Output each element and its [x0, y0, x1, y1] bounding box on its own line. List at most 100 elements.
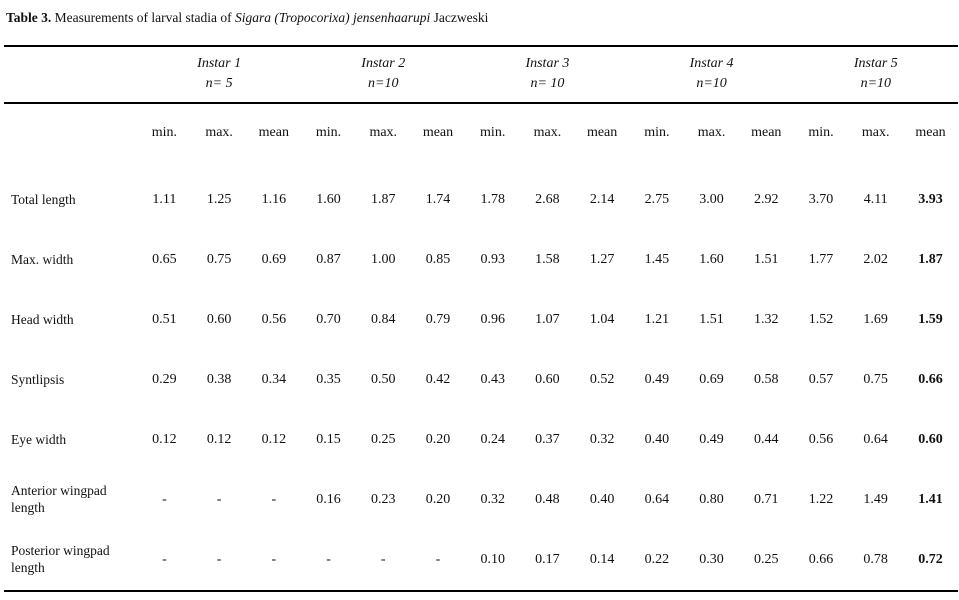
value-cell: 0.75	[863, 372, 888, 388]
value-cell: 0.40	[644, 432, 670, 448]
group-name: Instar 4	[689, 55, 734, 71]
subheader-max: max.	[369, 125, 398, 141]
value-cell: 1.78	[480, 192, 505, 208]
group-header-instar-3: Instar 3 n= 10	[465, 44, 630, 105]
group-n: n= 5	[205, 75, 233, 91]
value-cell: 0.22	[644, 552, 670, 568]
value-cell: 1.07	[535, 312, 560, 328]
group-n: n= 10	[530, 75, 565, 91]
value-cell: 0.49	[644, 372, 670, 388]
value-cell: 2.14	[589, 192, 615, 208]
value-cell: 1.11	[152, 192, 177, 208]
value-cell: 0.75	[206, 252, 232, 268]
subheader-min: min.	[644, 125, 670, 141]
value-cell: 0.71	[754, 492, 779, 508]
value-cell: 0.58	[754, 372, 779, 388]
value-cell: 0.52	[589, 372, 615, 388]
group-header-instar-2: Instar 2 n=10	[301, 44, 466, 105]
table-row-head-width: Head width 0.51 0.60 0.56 0.70 0.84 0.79…	[4, 290, 958, 350]
author-name: Jaczweski	[430, 10, 489, 25]
group-name: Instar 1	[197, 55, 242, 71]
value-cell: -	[326, 552, 331, 568]
value-cell: 0.84	[371, 312, 396, 328]
value-cell: 0.79	[425, 312, 451, 328]
value-cell: -	[216, 492, 222, 508]
value-cell: 2.02	[863, 252, 888, 268]
value-cell: 0.56	[808, 432, 834, 448]
value-cell: 0.42	[425, 372, 451, 388]
row-label: Eye width	[11, 431, 67, 447]
value-cell: 1.69	[863, 312, 888, 328]
value-cell: 0.32	[589, 432, 615, 448]
table-number: Table 3.	[6, 10, 52, 25]
value-cell: 1.60	[699, 252, 724, 268]
value-cell: 1.74	[425, 192, 451, 208]
table-row-max-width: Max. width 0.65 0.75 0.69 0.87 1.00 0.85…	[4, 230, 958, 290]
value-cell: 0.43	[480, 372, 505, 388]
value-cell: 0.69	[261, 252, 287, 268]
value-cell: 0.37	[535, 432, 560, 448]
value-cell: 0.35	[316, 372, 341, 388]
title-text: Measurements of larval stadia of	[51, 10, 235, 25]
subheader-max: max.	[533, 125, 562, 141]
value-cell-mean-bold: 1.87	[918, 252, 943, 268]
row-label: Anterior wingpad length	[11, 483, 107, 516]
table-title: Table 3. Measurements of larval stadia o…	[6, 9, 958, 27]
value-cell: -	[380, 552, 386, 568]
value-cell: 0.30	[699, 552, 724, 568]
value-cell-mean-bold: 0.60	[918, 432, 943, 448]
value-cell: 0.20	[425, 432, 451, 448]
row-label: Syntlipsis	[11, 371, 65, 387]
value-cell-mean-bold: 1.41	[918, 492, 943, 508]
value-cell-mean-bold: 0.66	[918, 372, 943, 388]
value-cell: 0.34	[261, 372, 287, 388]
value-cell: 0.14	[589, 552, 615, 568]
subheader-max: max.	[205, 125, 233, 141]
value-cell: 0.93	[480, 252, 505, 268]
value-cell: 3.00	[699, 192, 724, 208]
value-cell: -	[216, 552, 222, 568]
value-cell: 0.87	[316, 252, 341, 268]
row-label: Max. width	[11, 251, 74, 267]
value-cell: 0.32	[480, 492, 505, 508]
value-cell: -	[162, 492, 167, 508]
value-cell: 0.85	[425, 252, 451, 268]
value-cell: 0.51	[152, 312, 177, 328]
value-cell: 1.49	[863, 492, 888, 508]
value-cell: 3.70	[808, 192, 834, 208]
value-cell: 0.29	[152, 372, 177, 388]
subheader-min: min.	[808, 125, 834, 141]
value-cell: 0.57	[808, 372, 834, 388]
value-cell: 0.49	[699, 432, 724, 448]
instar-header-row: Instar 1 n= 5 Instar 2 n=10 Instar 3 n= …	[4, 44, 958, 105]
value-cell: 1.25	[206, 192, 232, 208]
value-cell: 4.11	[863, 192, 888, 208]
value-cell: 1.32	[754, 312, 779, 328]
value-cell: 1.21	[644, 312, 670, 328]
subheader-min: min.	[480, 125, 506, 141]
value-cell: 1.04	[589, 312, 615, 328]
value-cell-mean-bold: 0.72	[918, 552, 943, 568]
value-cell: 1.27	[589, 252, 615, 268]
measurements-table: Instar 1 n= 5 Instar 2 n=10 Instar 3 n= …	[4, 44, 958, 593]
group-header-instar-1: Instar 1 n= 5	[137, 44, 302, 105]
species-name: Sigara (Tropocorixa) jensenhaarupi	[234, 10, 431, 25]
table-row-eye-width: Eye width 0.12 0.12 0.12 0.15 0.25 0.20 …	[4, 410, 958, 470]
value-cell: -	[435, 552, 441, 568]
value-cell: 0.38	[206, 372, 232, 388]
value-cell: 0.80	[699, 492, 724, 508]
group-name: Instar 3	[525, 55, 570, 71]
value-cell: 0.50	[371, 372, 396, 388]
stat-header-row: min. max. mean min. max. mean min. max. …	[4, 103, 958, 170]
value-cell: 0.56	[261, 312, 287, 328]
value-cell: 1.52	[808, 312, 834, 328]
value-cell: 0.60	[535, 372, 560, 388]
table-row-syntlipsis: Syntlipsis 0.29 0.38 0.34 0.35 0.50 0.42…	[4, 350, 958, 410]
value-cell: 0.24	[480, 432, 505, 448]
value-cell-mean-bold: 1.59	[918, 312, 943, 328]
value-cell: 1.77	[808, 252, 834, 268]
value-cell: 1.58	[535, 252, 560, 268]
row-label: Posterior wingpad length	[11, 543, 110, 576]
value-cell: 1.22	[808, 492, 834, 508]
value-cell: 0.25	[371, 432, 396, 448]
